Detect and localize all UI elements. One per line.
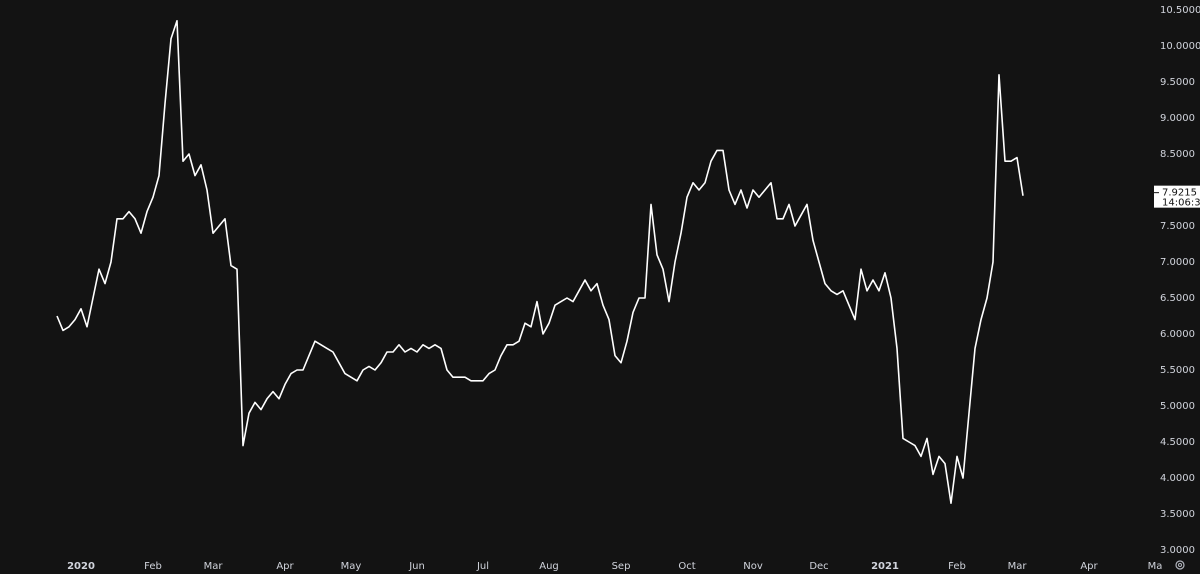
y-tick-label: 9.5000 (1160, 77, 1195, 88)
x-tick-label: Jul (476, 561, 489, 572)
y-tick-label: 5.5000 (1160, 365, 1195, 376)
settings-icon[interactable] (1175, 560, 1185, 570)
x-tick-label: Aug (539, 561, 559, 572)
y-tick-label: 4.0000 (1160, 473, 1195, 484)
x-tick-label: Sep (612, 561, 631, 572)
x-tick-label: Apr (276, 561, 294, 572)
x-tick-label: Oct (678, 561, 695, 572)
y-tick-label: 10.0000 (1160, 41, 1200, 52)
x-tick-label: Dec (809, 561, 828, 572)
y-tick-label: 5.0000 (1160, 401, 1195, 412)
y-tick-label: 6.5000 (1160, 293, 1195, 304)
x-tick-label: Feb (144, 561, 162, 572)
y-tick-label: 9.0000 (1160, 113, 1195, 124)
x-tick-label: Nov (743, 561, 763, 572)
x-tick-label: May (341, 561, 362, 572)
x-tick-label: 2020 (67, 561, 95, 572)
y-tick-label: 3.5000 (1160, 509, 1195, 520)
y-tick-label: 10.5000 (1160, 5, 1200, 16)
y-tick-label: 7.0000 (1160, 257, 1195, 268)
x-tick-label: Mar (204, 561, 224, 572)
last-price-label: 7.9215 (1162, 188, 1197, 199)
y-tick-label: 6.0000 (1160, 329, 1195, 340)
x-tick-label: Mar (1008, 561, 1028, 572)
last-price-box (1154, 185, 1200, 208)
y-tick-label: 7.5000 (1160, 221, 1195, 232)
y-tick-label: 8.5000 (1160, 149, 1195, 160)
x-tick-label: Jun (408, 561, 425, 572)
x-tick-label: 2021 (871, 561, 899, 572)
y-tick-label: 3.0000 (1160, 545, 1195, 556)
countdown-label: 14:06:31 (1162, 198, 1200, 209)
gear-center[interactable] (1178, 563, 1182, 567)
gear[interactable] (1175, 560, 1185, 570)
x-tick-label: Apr (1080, 561, 1098, 572)
x-tick-label: Feb (948, 561, 966, 572)
x-tick-label: Ma (1148, 561, 1163, 572)
y-tick-label: 4.5000 (1160, 437, 1195, 448)
price-line (56, 20, 1024, 504)
